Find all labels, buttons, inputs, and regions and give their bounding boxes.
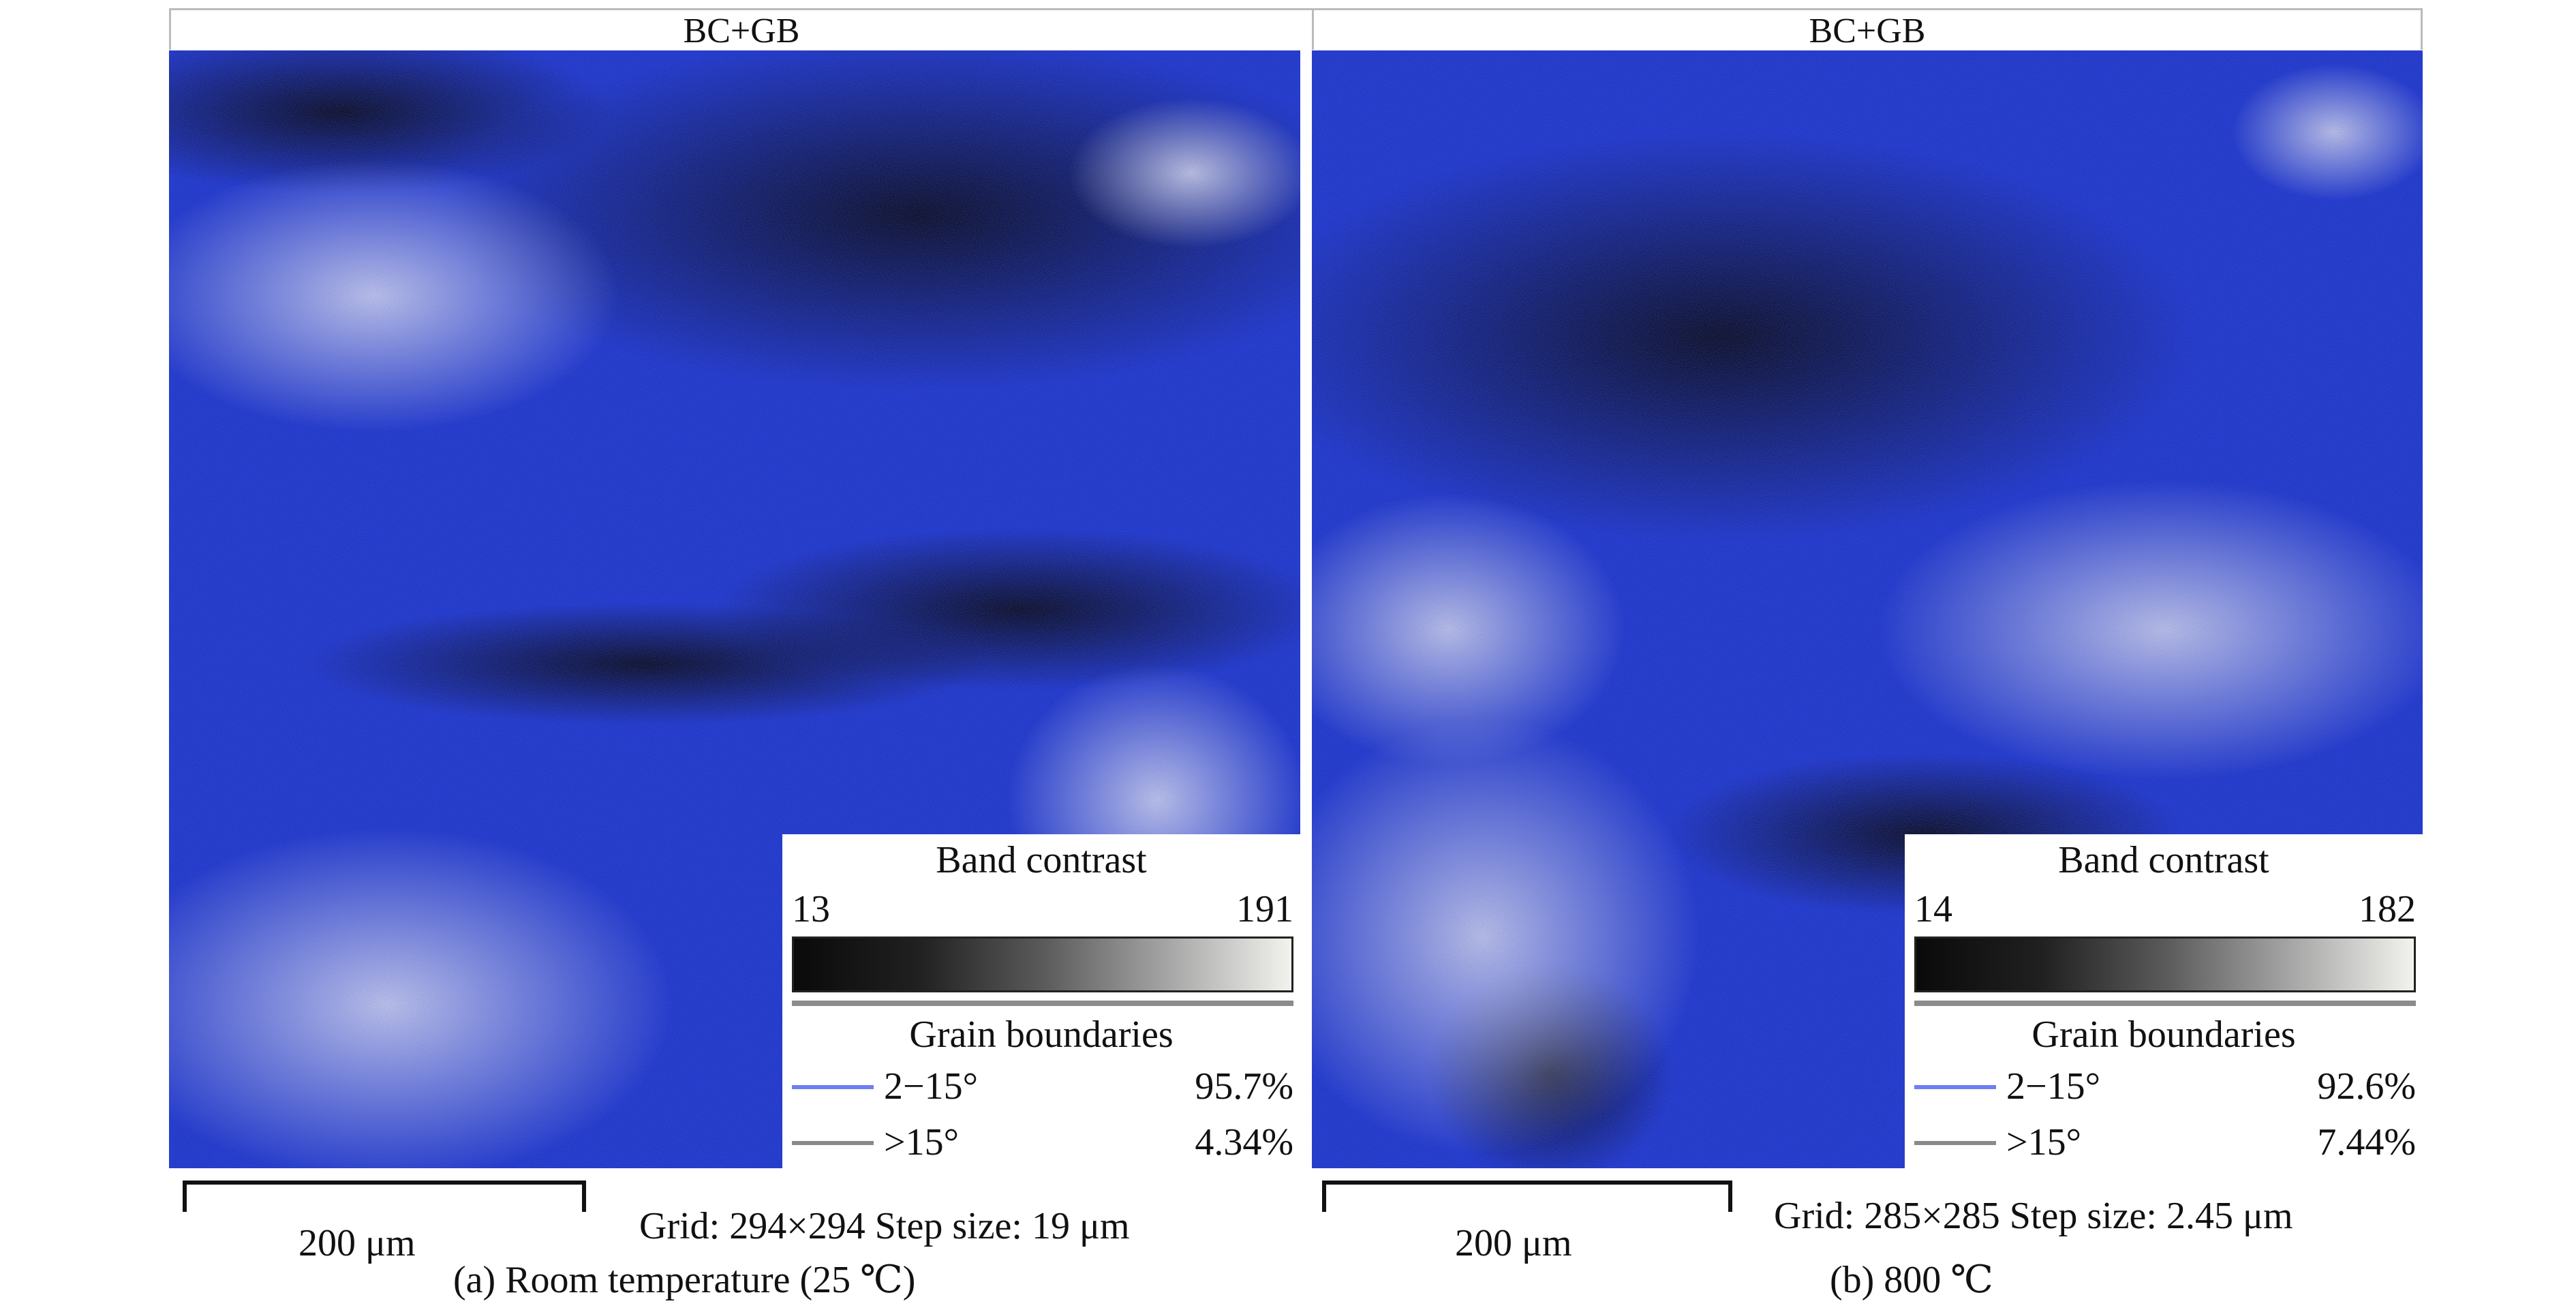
low-angle-line-swatch xyxy=(1914,1085,1996,1089)
colorbar-underline xyxy=(1914,1001,2416,1006)
band-contrast-grain-boundary-map: Band contrast 13 191 Grain boundaries 2−… xyxy=(169,50,1300,1168)
grid-step-info: Grid: 294×294 Step size: 19 μm xyxy=(639,1205,1130,1247)
colorbar-underline xyxy=(792,1001,1293,1006)
band-contrast-colorbar xyxy=(1914,936,2416,992)
scale-bar xyxy=(1322,1180,1732,1212)
scale-bar-label: 200 μm xyxy=(1455,1222,1572,1264)
grain-boundary-row-low-angle: 2−15° 95.7% xyxy=(792,1065,1293,1108)
band-contrast-colorbar xyxy=(792,936,1293,992)
ebsd-panel-a: BC+GB xyxy=(169,8,1314,1303)
boundary-range: 2−15° xyxy=(884,1065,978,1108)
grain-boundaries-title: Grain boundaries xyxy=(2031,1014,2296,1056)
microstructure-texture xyxy=(169,50,1300,1168)
band-contrast-max: 191 xyxy=(1236,888,1293,930)
boundary-percent: 95.7% xyxy=(1195,1065,1293,1108)
low-angle-line-swatch xyxy=(792,1085,874,1089)
map-legend: Band contrast 14 182 Grain boundaries 2−… xyxy=(1905,834,2423,1168)
band-contrast-title: Band contrast xyxy=(2058,839,2269,881)
grain-boundary-row-high-angle: >15° 4.34% xyxy=(792,1121,1293,1164)
band-contrast-min: 14 xyxy=(1914,888,1952,930)
band-contrast-min: 13 xyxy=(792,888,830,930)
microstructure-texture xyxy=(1312,50,2423,1168)
grid-step-info: Grid: 285×285 Step size: 2.45 μm xyxy=(1774,1195,2293,1237)
scale-bar xyxy=(183,1180,586,1212)
caption-panel-b: (b) 800 ℃ xyxy=(1830,1259,1993,1301)
boundary-percent: 4.34% xyxy=(1195,1121,1293,1163)
grain-boundaries-title: Grain boundaries xyxy=(909,1014,1174,1056)
band-contrast-grain-boundary-map: Band contrast 14 182 Grain boundaries 2−… xyxy=(1312,50,2423,1168)
boundary-range: 2−15° xyxy=(2006,1065,2100,1108)
caption-panel-a: (a) Room temperature (25 ℃) xyxy=(453,1259,916,1301)
grain-boundary-row-high-angle: >15° 7.44% xyxy=(1914,1121,2416,1164)
band-contrast-title: Band contrast xyxy=(936,839,1147,881)
grain-boundary-row-low-angle: 2−15° 92.6% xyxy=(1914,1065,2416,1108)
scale-bar-label: 200 μm xyxy=(298,1222,416,1264)
boundary-range: >15° xyxy=(2006,1121,2081,1163)
map-legend: Band contrast 13 191 Grain boundaries 2−… xyxy=(782,834,1300,1168)
high-angle-line-swatch xyxy=(792,1141,874,1145)
ebsd-panel-b: BC+GB xyxy=(1312,8,2423,1303)
map-header: BC+GB xyxy=(169,8,1314,50)
band-contrast-max: 182 xyxy=(2359,888,2416,930)
map-header: BC+GB xyxy=(1312,8,2423,50)
boundary-percent: 7.44% xyxy=(2317,1121,2416,1163)
boundary-percent: 92.6% xyxy=(2317,1065,2416,1108)
boundary-range: >15° xyxy=(884,1121,959,1163)
high-angle-line-swatch xyxy=(1914,1141,1996,1145)
